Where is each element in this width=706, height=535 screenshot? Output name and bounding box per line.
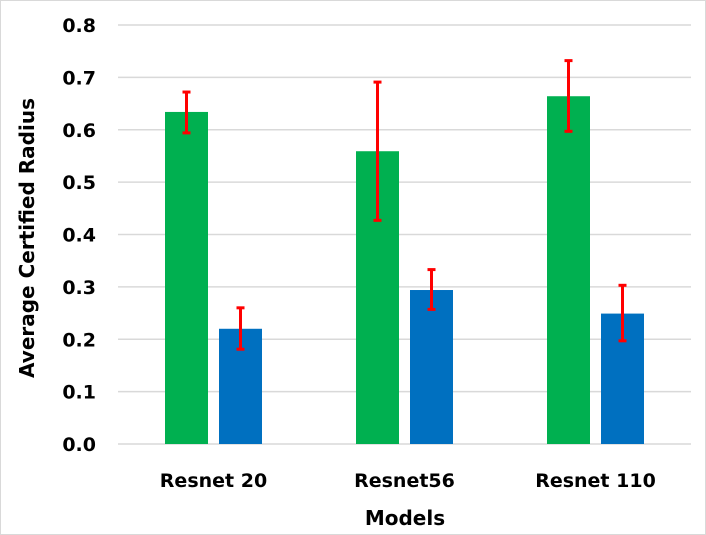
bar xyxy=(165,111,208,444)
y-tick-label: 0.4 xyxy=(62,225,96,247)
y-tick-label: 0.0 xyxy=(62,434,96,456)
y-tick-label: 0.7 xyxy=(62,67,96,89)
y-tick-label: 0.6 xyxy=(62,120,96,142)
x-tick-label: Resnet56 xyxy=(354,470,455,492)
y-axis-ticks: 0.0 0.1 0.2 0.3 0.4 0.5 0.6 0.7 0.8 xyxy=(62,15,96,456)
y-tick-label: 0.8 xyxy=(62,15,96,37)
bar xyxy=(547,96,590,444)
y-tick-label: 0.2 xyxy=(62,329,96,351)
x-tick-label: Resnet 20 xyxy=(160,470,267,492)
bar xyxy=(410,290,453,444)
x-axis-label: Models xyxy=(365,506,445,530)
error-bars xyxy=(182,59,627,351)
x-tick-label: Resnet 110 xyxy=(535,470,656,492)
gridlines xyxy=(118,24,691,445)
y-tick-label: 0.5 xyxy=(62,172,96,194)
y-tick-label: 0.1 xyxy=(62,382,96,404)
y-axis-label: Average Certified Radius xyxy=(15,98,39,378)
y-tick-label: 0.3 xyxy=(62,277,96,299)
x-axis-ticks: Resnet 20 Resnet56 Resnet 110 xyxy=(160,470,656,492)
